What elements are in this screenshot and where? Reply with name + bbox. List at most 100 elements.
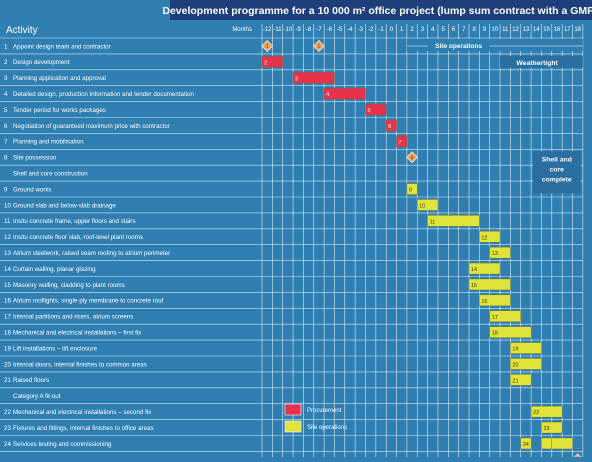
month-tick-label: 14 — [533, 27, 540, 33]
activity-number: 8 — [4, 155, 8, 162]
activity-number: 9 — [4, 186, 8, 193]
activity-number: 4 — [4, 91, 8, 98]
bar-tag-label: 10 — [419, 203, 425, 209]
month-tick-label: 15 — [543, 27, 550, 33]
milestone-tag-label: 1 — [266, 44, 269, 50]
legend-label: Site operations — [307, 425, 347, 431]
activity-label: Ground works — [13, 186, 52, 193]
month-tick-label: -4 — [347, 27, 353, 33]
month-tick-label: -3 — [358, 27, 364, 33]
activity-label: Raised floors — [13, 377, 49, 384]
month-tick-label: -2 — [368, 27, 374, 33]
activity-label: Insitu concrete floor slab, roof-level p… — [13, 234, 143, 241]
bar-tag-label: 14 — [471, 267, 477, 273]
chart-title: Development programme for a 10 000 m² of… — [162, 5, 592, 17]
activity-header: Activity — [6, 25, 38, 36]
activity-label: Lift installations – lift enclosure — [13, 345, 97, 352]
month-tick-label: 12 — [512, 27, 519, 33]
activity-label: Category A fit-out — [13, 393, 61, 400]
site-operations-banner — [407, 39, 583, 51]
bar-tag-label: 19 — [512, 347, 518, 353]
activity-number: 15 — [4, 282, 11, 289]
activity-number: 18 — [4, 329, 11, 336]
bar-tag-label: 5 — [368, 108, 371, 114]
activity-number: 10 — [4, 202, 11, 209]
schedule-bar — [552, 438, 573, 449]
activity-number: 19 — [4, 345, 11, 352]
activity-label: Mechanical and electrical installations … — [13, 329, 142, 336]
schedule-bar — [428, 215, 480, 226]
shell-core-complete-label: core — [550, 166, 565, 173]
activity-label: Curtain walling, planar glazing — [13, 266, 96, 273]
schedule-bar — [541, 438, 551, 449]
bar-tag-label: 9 — [409, 188, 412, 194]
activity-label: Shell and core construction — [13, 170, 88, 177]
month-tick-label: 10 — [492, 27, 499, 33]
bar-tag-label: 18 — [492, 331, 498, 337]
months-label: Months — [232, 27, 252, 33]
bar-tag-label: 20 — [512, 362, 518, 368]
legend-swatch — [285, 404, 301, 415]
bar-tag-label: 23 — [543, 426, 549, 432]
activity-label: Appoint design team and contractor — [13, 43, 111, 50]
activity-number: 17 — [4, 314, 11, 321]
bar-tag-label: 13 — [492, 251, 498, 257]
activity-number: 12 — [4, 234, 11, 241]
activity-number: 24 — [4, 441, 11, 448]
activity-label: Design development — [13, 59, 70, 66]
activity-label: Ground slab and below-slab drainage — [13, 202, 116, 209]
month-tick-label: -12 — [263, 27, 272, 33]
activity-label: Detailed design, production information … — [13, 91, 194, 98]
activity-label: Mechanical and electrical installations … — [13, 409, 152, 416]
legend-label: Procurement — [307, 408, 342, 414]
bar-tag-label: 2 — [264, 60, 267, 66]
activity-label: Internal partitions and risers, atrium s… — [13, 314, 133, 321]
month-tick-label: -6 — [327, 27, 333, 33]
activity-number: 7 — [4, 139, 8, 146]
bar-tag-label: 22 — [533, 410, 539, 416]
milestone-tag-label: 8 — [411, 155, 414, 161]
milestone-tag-label: 1 — [318, 44, 321, 50]
activity-number: 14 — [4, 266, 11, 273]
activity-label: Insitu concrete frame, upper floors and … — [13, 218, 135, 225]
bar-tag-label: 11 — [430, 219, 436, 225]
bar-tag-label: 6 — [388, 124, 391, 130]
schedule-bar — [293, 72, 334, 83]
month-tick-label: -9 — [296, 27, 302, 33]
activity-label: Planning and mobilisation — [13, 139, 84, 146]
activity-label: Site possession — [13, 155, 57, 162]
activity-number: 6 — [4, 123, 8, 130]
activity-number: 5 — [4, 107, 8, 114]
activity-number: 1 — [4, 43, 8, 50]
bar-tag-label: 15 — [471, 283, 477, 289]
activity-number: 21 — [4, 377, 11, 384]
activity-number: 3 — [4, 75, 8, 82]
bar-tag-label: 17 — [492, 315, 498, 321]
month-tick-label: -7 — [316, 27, 322, 33]
activity-label: Fixtures and fittings, internal finishes… — [13, 425, 154, 432]
activity-label: Atrium steelwork, raised seam roofing to… — [13, 250, 170, 257]
month-tick-label: 18 — [574, 27, 581, 33]
month-tick-label: -11 — [273, 27, 282, 33]
activity-label: Atrium rooflights, single-ply membrane t… — [13, 298, 164, 305]
bar-tag-label: 24 — [523, 442, 529, 448]
month-tick-label: 17 — [564, 27, 571, 33]
activity-label: Services testing and commissioning — [13, 441, 112, 448]
activity-label: Tender period for works packages — [13, 107, 106, 114]
shell-core-complete-label: Shell and — [542, 156, 572, 163]
month-tick-label: -5 — [337, 27, 343, 33]
activity-number: 2 — [4, 59, 8, 66]
bar-tag-label: 4 — [326, 92, 329, 98]
bar-tag-label: 16 — [481, 299, 487, 305]
activity-number: 11 — [4, 218, 11, 225]
activity-label: Internal doors, internal finishes to com… — [13, 361, 147, 368]
month-tick-label: -10 — [284, 27, 293, 33]
activity-number: 13 — [4, 250, 11, 257]
month-tick-label: 11 — [502, 27, 509, 33]
bar-tag-label: 3 — [295, 76, 298, 82]
activity-number: 23 — [4, 425, 11, 432]
site-operations-label: Site operations — [435, 43, 482, 50]
activity-label: Planning application and approval — [13, 75, 106, 82]
